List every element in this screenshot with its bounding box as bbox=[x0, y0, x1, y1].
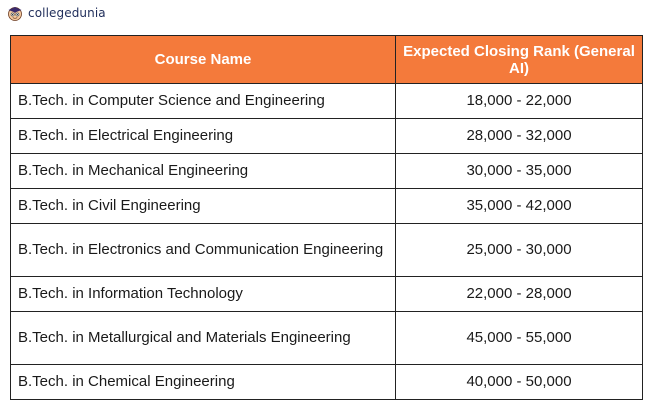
closing-rank-cell: 22,000 - 28,000 bbox=[395, 276, 643, 312]
table-row: B.Tech. in Information Technology 22,000… bbox=[10, 276, 643, 312]
table-row: B.Tech. in Computer Science and Engineer… bbox=[10, 83, 643, 119]
table-header-row: Course Name Expected Closing Rank (Gener… bbox=[10, 35, 643, 84]
course-name-cell: B.Tech. in Electrical Engineering bbox=[10, 118, 396, 154]
course-name-cell: B.Tech. in Civil Engineering bbox=[10, 188, 396, 224]
brand-logo[interactable]: collegedunia bbox=[6, 4, 106, 22]
course-name-cell: B.Tech. in Metallurgical and Materials E… bbox=[10, 311, 396, 365]
header-closing-rank: Expected Closing Rank (General AI) bbox=[395, 35, 643, 84]
table-row: B.Tech. in Chemical Engineering 40,000 -… bbox=[10, 364, 643, 400]
table-row: B.Tech. in Mechanical Engineering 30,000… bbox=[10, 153, 643, 189]
table-row: B.Tech. in Metallurgical and Materials E… bbox=[10, 311, 643, 365]
course-name-cell: B.Tech. in Electronics and Communication… bbox=[10, 223, 396, 277]
closing-rank-cell: 28,000 - 32,000 bbox=[395, 118, 643, 154]
course-name-cell: B.Tech. in Computer Science and Engineer… bbox=[10, 83, 396, 119]
course-name-cell: B.Tech. in Mechanical Engineering bbox=[10, 153, 396, 189]
closing-rank-cell: 40,000 - 50,000 bbox=[395, 364, 643, 400]
closing-rank-table: Course Name Expected Closing Rank (Gener… bbox=[10, 35, 643, 400]
course-name-cell: B.Tech. in Information Technology bbox=[10, 276, 396, 312]
closing-rank-cell: 25,000 - 30,000 bbox=[395, 223, 643, 277]
header-course-name: Course Name bbox=[10, 35, 396, 84]
table-row: B.Tech. in Electrical Engineering 28,000… bbox=[10, 118, 643, 154]
closing-rank-cell: 30,000 - 35,000 bbox=[395, 153, 643, 189]
table-row: B.Tech. in Civil Engineering 35,000 - 42… bbox=[10, 188, 643, 224]
closing-rank-cell: 35,000 - 42,000 bbox=[395, 188, 643, 224]
mascot-logo-icon bbox=[8, 7, 22, 21]
brand-name: collegedunia bbox=[28, 6, 106, 20]
closing-rank-cell: 45,000 - 55,000 bbox=[395, 311, 643, 365]
closing-rank-cell: 18,000 - 22,000 bbox=[395, 83, 643, 119]
table-row: B.Tech. in Electronics and Communication… bbox=[10, 223, 643, 277]
course-name-cell: B.Tech. in Chemical Engineering bbox=[10, 364, 396, 400]
